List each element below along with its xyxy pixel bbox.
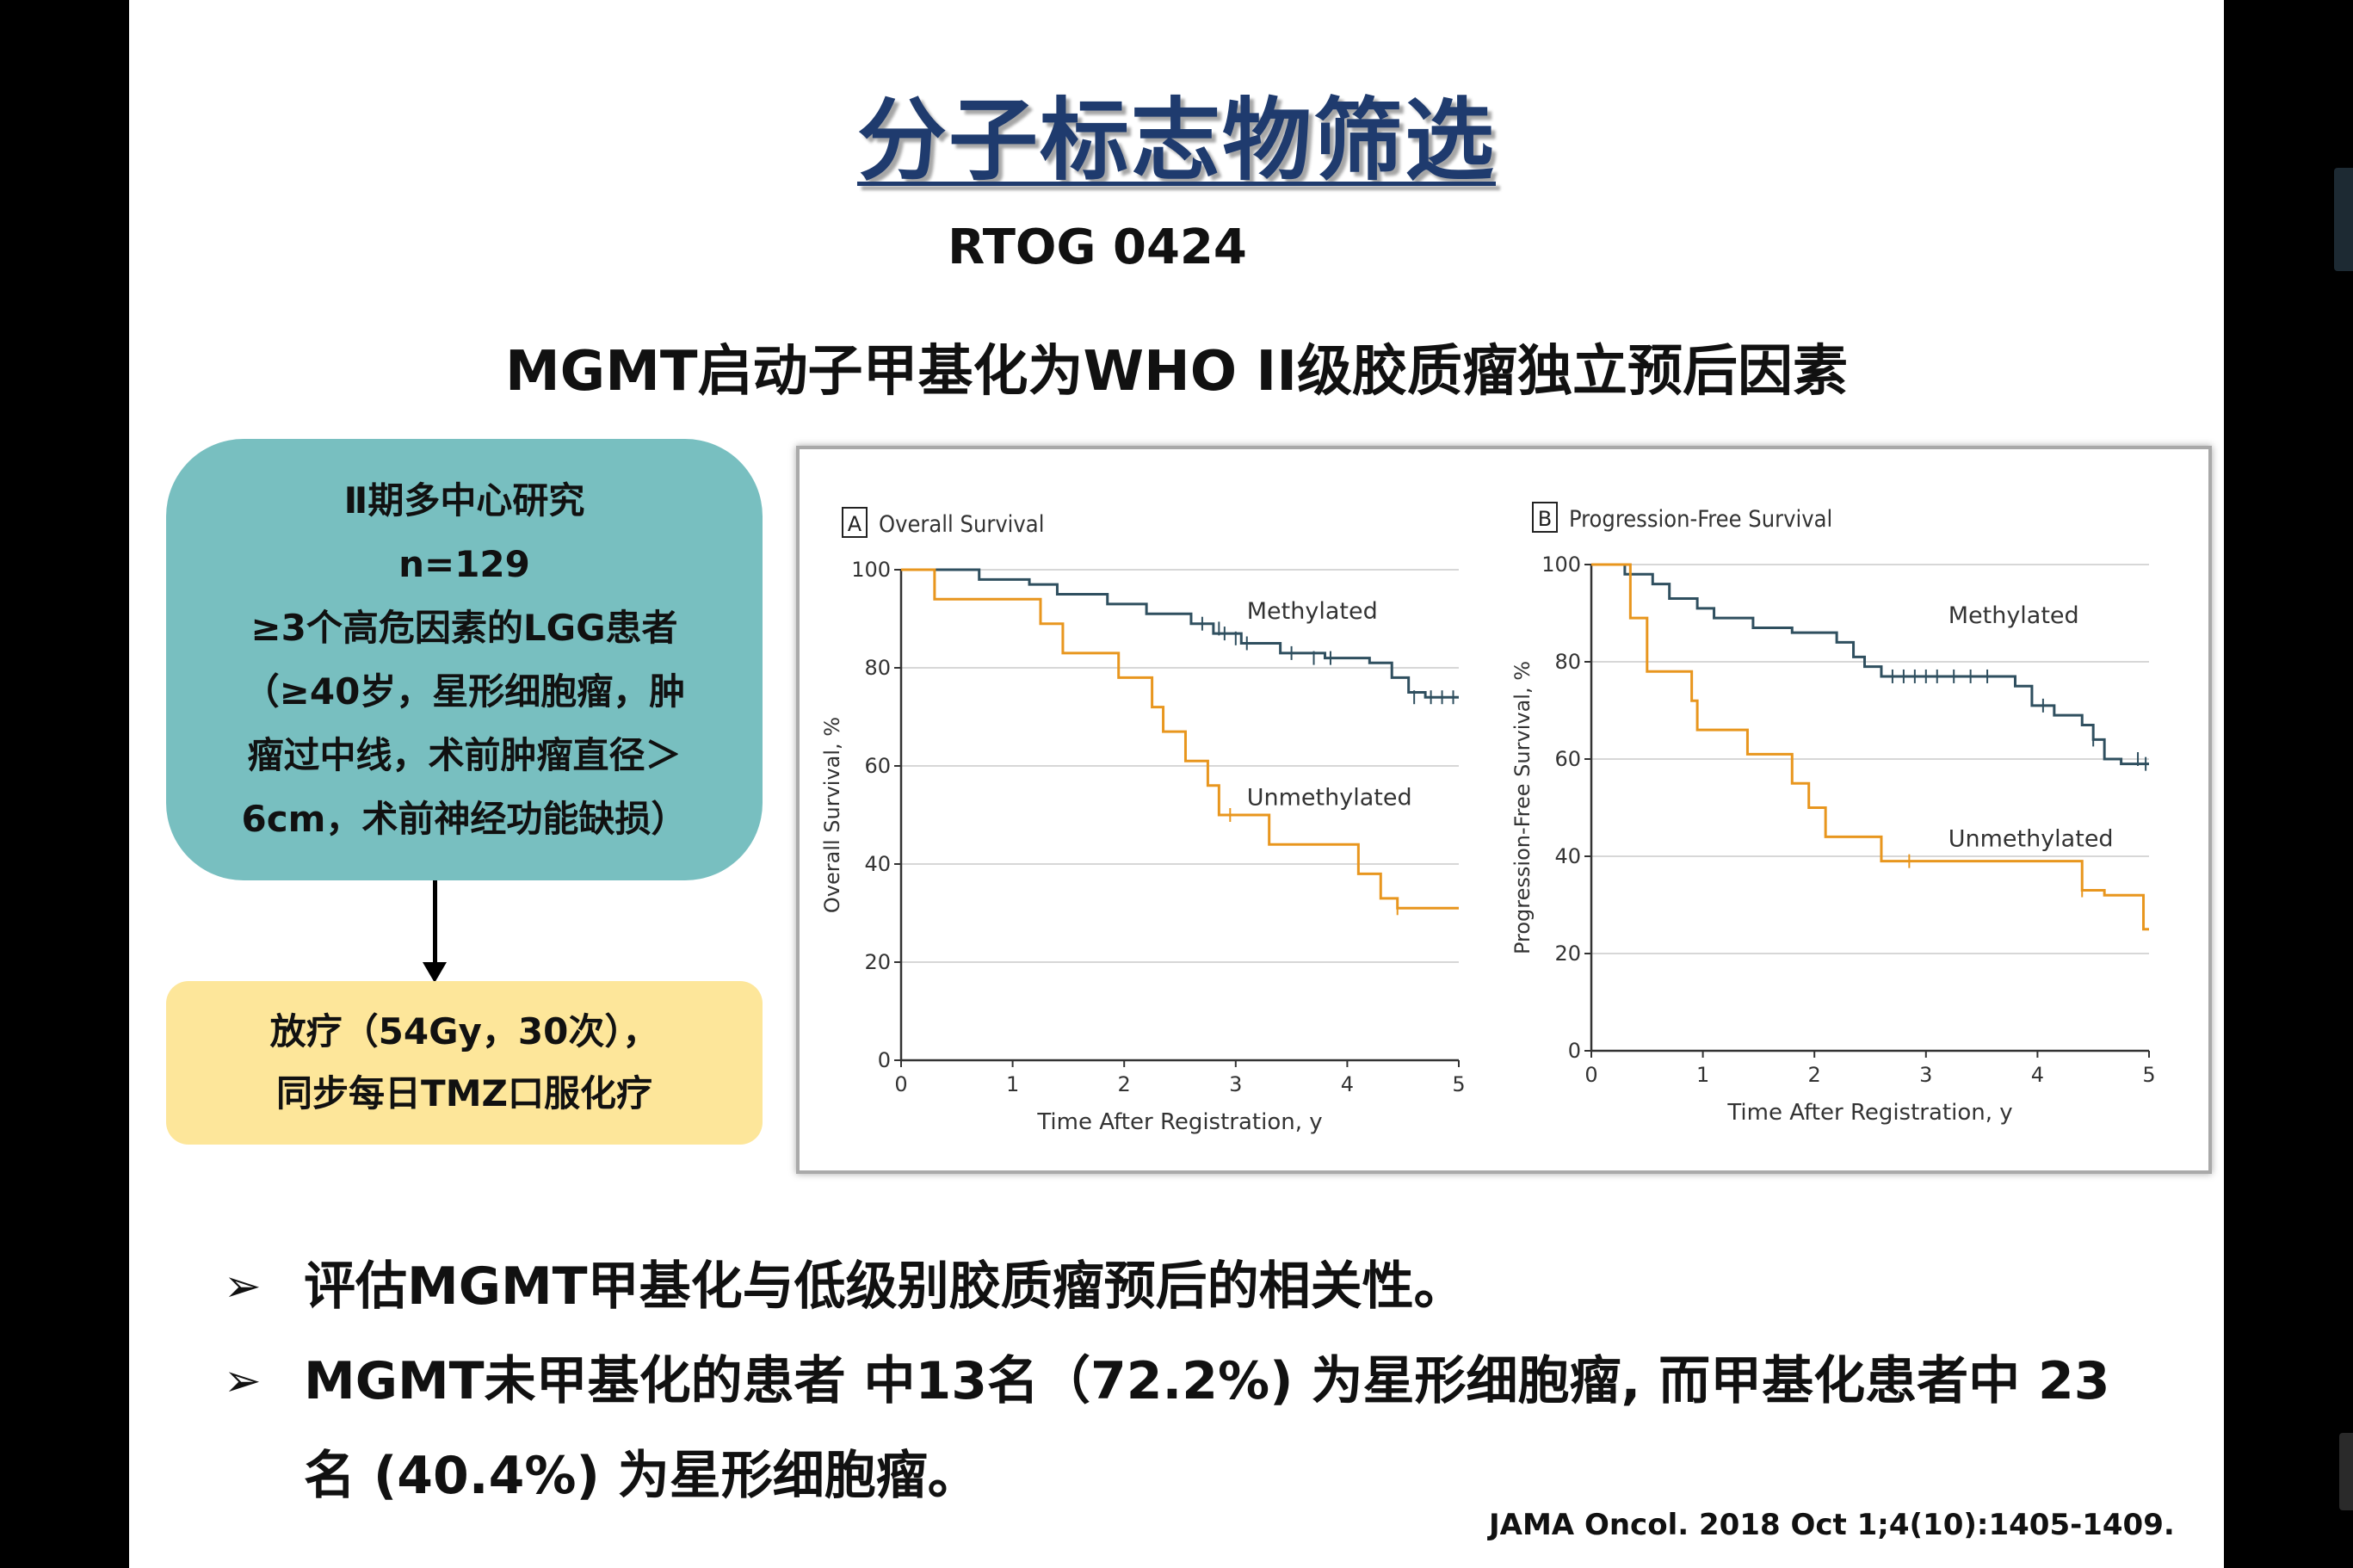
y-tick-label: 40 [1554, 844, 1581, 868]
survival-charts-figure: A Overall Survival 0 20 40 60 80 100 0 1 2 3 4 5 Time … [796, 446, 2212, 1174]
chart-panel-a: A Overall Survival 0 20 40 60 80 100 0 1 2 3 4 5 Time … [820, 507, 1466, 1135]
bullet-item: ➢ 评估MGMT甲基化与低级别胶质瘤预后的相关性。 [224, 1239, 2160, 1334]
series-line-methylated [901, 568, 1459, 699]
headline: MGMT启动子甲基化为WHO II级胶质瘤独立预后因素 [504, 340, 1849, 404]
x-tick-label: 1 [1006, 1072, 1019, 1096]
treatment-line: 同步每日TMZ口服化疗 [276, 1072, 652, 1114]
y-tick-label: 0 [878, 1048, 891, 1072]
study-line: ≥3个高危因素的LGG患者 [250, 606, 678, 649]
y-axis-label: Progression-Free Survival, % [1510, 661, 1535, 954]
x-tick-label: 0 [894, 1072, 907, 1096]
study-line: Ⅱ期多中心研究 [343, 478, 585, 522]
x-tick-label: 0 [1584, 1063, 1597, 1087]
series-line-methylated [1591, 563, 2149, 766]
study-line: 6cm，术前神经功能缺损） [241, 797, 688, 840]
slide-title: 分子标志物筛选 [0, 67, 2353, 197]
panel-letter: A [848, 512, 862, 536]
y-axis-label: Overall Survival, % [820, 717, 844, 913]
x-tick-label: 4 [2031, 1063, 2044, 1087]
x-axis-label: Time After Registration, y [1036, 1109, 1322, 1135]
x-tick-label: 5 [1452, 1072, 1465, 1096]
slide-title-text: 分子标志物筛选 [856, 88, 1496, 193]
panel-letter: B [1538, 507, 1552, 531]
bullet-list: ➢ 评估MGMT甲基化与低级别胶质瘤预后的相关性。 ➢ MGMT未甲基化的患者 … [224, 1239, 2160, 1523]
x-tick-label: 2 [1118, 1072, 1131, 1096]
series-label: Unmethylated [1247, 785, 1412, 812]
y-tick-label: 80 [1554, 650, 1581, 674]
treatment-box: 放疗（54Gy，30次）， 同步每日TMZ口服化疗 [166, 981, 763, 1145]
x-tick-label: 5 [2142, 1063, 2155, 1087]
y-tick-label: 100 [851, 558, 891, 582]
bullet-item: ➢ MGMT未甲基化的患者 中13名（72.2%) 为星形细胞瘤, 而甲基化患者… [224, 1334, 2160, 1523]
series-label: Methylated [1948, 602, 2079, 629]
y-tick-label: 0 [1568, 1039, 1581, 1063]
y-tick-label: 100 [1541, 553, 1581, 577]
chart-title: Progression-Free Survival [1569, 506, 1832, 533]
panel-letter-box [842, 507, 868, 538]
study-design-box: Ⅱ期多中心研究 n=129 ≥3个高危因素的LGG患者 （≥40岁，星形细胞瘤，… [166, 439, 763, 880]
window-edge-control[interactable] [2334, 168, 2353, 271]
bullet-text: 评估MGMT甲基化与低级别胶质瘤预后的相关性。 [304, 1256, 1466, 1317]
x-tick-label: 4 [1341, 1072, 1354, 1096]
x-tick-label: 3 [1229, 1072, 1242, 1096]
series-line-unmethylated [901, 568, 1459, 910]
flow-arrow-head [423, 962, 447, 983]
series-line-unmethylated [1591, 563, 2149, 931]
chart-panel-b: B Progression-Free Survival 0 20 40 60 80 100 0 1… [1510, 502, 2156, 1126]
study-line: （≥40岁，星形细胞瘤，肿 [243, 670, 686, 713]
flow-arrow-line [433, 880, 437, 971]
y-tick-label: 40 [864, 852, 891, 876]
y-tick-label: 20 [1554, 941, 1581, 966]
window-edge-control-lower[interactable] [2339, 1433, 2353, 1510]
x-axis-label: Time After Registration, y [1726, 1100, 2012, 1126]
treatment-line: 放疗（54Gy，30次）， [269, 1010, 659, 1053]
bullet-arrow-icon: ➢ [224, 1355, 262, 1407]
citation: JAMA Oncol. 2018 Oct 1;4(10):1405-1409. [1489, 1508, 2175, 1542]
x-tick-label: 1 [1696, 1063, 1709, 1087]
study-line: n=129 [398, 542, 530, 585]
panel-letter-box [1532, 502, 1558, 533]
chart-title: Overall Survival [879, 511, 1044, 538]
x-tick-label: 3 [1919, 1063, 1932, 1087]
series-label: Unmethylated [1948, 826, 2114, 853]
x-tick-label: 2 [1808, 1063, 1821, 1087]
study-line: 瘤过中线，术前肿瘤直径＞ [247, 733, 682, 776]
trial-name: RTOG 0424 [948, 219, 1247, 275]
y-tick-label: 60 [1554, 747, 1581, 771]
y-tick-label: 80 [864, 656, 891, 680]
series-label: Methylated [1247, 598, 1378, 625]
y-tick-label: 60 [864, 754, 891, 778]
bullet-text: MGMT未甲基化的患者 中13名（72.2%) 为星形细胞瘤, 而甲基化患者中 … [304, 1351, 2110, 1506]
bullet-arrow-icon: ➢ [224, 1261, 262, 1312]
y-tick-label: 20 [864, 950, 891, 974]
